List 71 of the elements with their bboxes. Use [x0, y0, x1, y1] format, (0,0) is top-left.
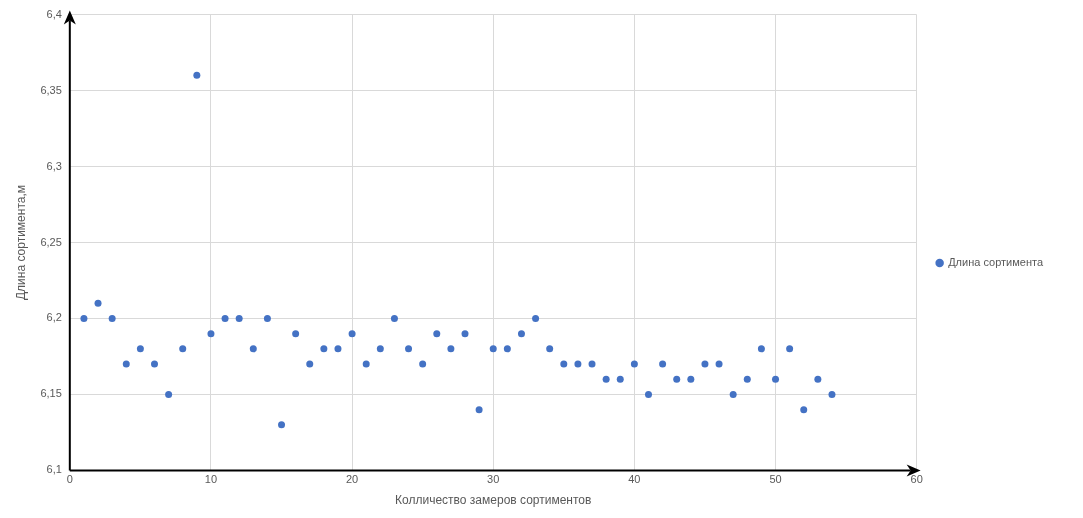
y-tick-label: 6,2 — [46, 311, 62, 324]
point — [503, 345, 511, 353]
x-tick-label: 10 — [204, 473, 218, 486]
x-tick-label: 50 — [769, 473, 782, 486]
y-tick-label: 6,25 — [40, 235, 62, 248]
point — [800, 406, 808, 414]
y-tick-label: 6,15 — [40, 387, 62, 400]
point — [419, 360, 427, 368]
point — [376, 345, 384, 353]
point — [278, 421, 286, 429]
point — [461, 330, 469, 338]
point — [743, 375, 751, 383]
point — [560, 360, 568, 368]
x-tick-label: 20 — [345, 473, 359, 486]
point — [249, 345, 257, 353]
point — [122, 360, 130, 368]
point — [828, 390, 836, 398]
point — [179, 345, 187, 353]
point — [715, 360, 723, 368]
point — [588, 360, 596, 368]
point — [292, 330, 300, 338]
point — [673, 375, 681, 383]
point — [306, 360, 314, 368]
point — [193, 71, 201, 79]
point — [150, 360, 158, 368]
y-tick-label: 6,4 — [46, 7, 62, 20]
y-tick-label: 6,35 — [40, 83, 62, 96]
y-axis-title: Длина сортимента,м — [13, 184, 28, 301]
x-tick-label: 0 — [66, 473, 73, 486]
point — [334, 345, 342, 353]
point — [475, 406, 483, 414]
point — [320, 345, 328, 353]
x-axis-title: Колличество замеров сортиментов — [395, 493, 592, 508]
y-tick-label: 6,3 — [46, 159, 62, 172]
point — [263, 314, 271, 322]
point — [447, 345, 455, 353]
point — [757, 345, 765, 353]
point — [390, 314, 398, 322]
point — [701, 360, 709, 368]
point — [235, 314, 243, 322]
point — [532, 314, 540, 322]
point — [80, 314, 88, 322]
point — [729, 390, 737, 398]
point — [772, 375, 780, 383]
point — [517, 330, 525, 338]
point — [165, 390, 173, 398]
point — [362, 360, 370, 368]
point — [348, 330, 356, 338]
point — [687, 375, 695, 383]
point — [108, 314, 116, 322]
point — [136, 345, 144, 353]
point — [405, 345, 413, 353]
point — [207, 330, 215, 338]
point — [630, 360, 638, 368]
point — [546, 345, 554, 353]
x-tick-label: 60 — [910, 473, 923, 486]
point — [616, 375, 624, 383]
point — [786, 345, 794, 353]
point — [94, 299, 102, 307]
point — [814, 375, 822, 383]
legend-label: Длина сортимента — [948, 256, 1044, 269]
point — [659, 360, 667, 368]
point — [574, 360, 582, 368]
point — [221, 314, 229, 322]
x-tick-label: 30 — [487, 473, 500, 486]
x-tick-label: 40 — [628, 473, 641, 486]
y-tick-label: 6,1 — [46, 463, 62, 476]
point — [489, 345, 497, 353]
point — [644, 390, 652, 398]
point — [433, 330, 441, 338]
point — [602, 375, 610, 383]
